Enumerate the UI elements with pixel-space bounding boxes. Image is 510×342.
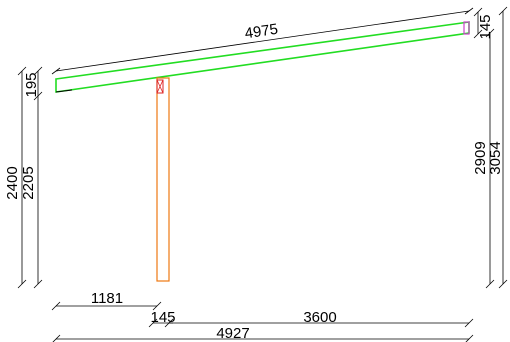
height-outer-left-label: 2400 (4, 166, 21, 199)
beam-height-left-label: 195 (23, 72, 40, 97)
dimension-beam-length: 4975 (51, 7, 474, 75)
dimension-height-outer-left: 2400 (4, 66, 27, 289)
dimension-height-inner-right: 2909 (472, 28, 495, 289)
beam-length-label: 4975 (244, 21, 279, 43)
post-connector (156, 79, 164, 94)
dimension-overhang-left: 1181 (51, 290, 162, 311)
dimension-span: 3600 (169, 309, 474, 328)
beam-height-right-label: 145 (477, 14, 494, 39)
span-label: 3600 (303, 309, 336, 326)
total-length-label: 4927 (216, 325, 249, 342)
overhang-left-label: 1181 (91, 290, 123, 307)
dimension-height-outer-right: 3054 (487, 6, 508, 289)
dimension-total-length: 4927 (52, 325, 474, 342)
height-outer-right-label: 3054 (487, 141, 504, 174)
height-inner-right-label: 2909 (472, 141, 489, 174)
post-width-label: 145 (150, 309, 175, 326)
end-plate (463, 21, 470, 35)
dimension-beam-height-right: 145 (473, 7, 494, 40)
dimension-beam-height-left: 195 (23, 66, 43, 101)
post (156, 77, 170, 282)
height-inner-left-label: 2205 (20, 166, 37, 199)
dimension-height-inner-left: 2205 (20, 96, 43, 289)
dimension-post-width: 145 (148, 309, 176, 328)
